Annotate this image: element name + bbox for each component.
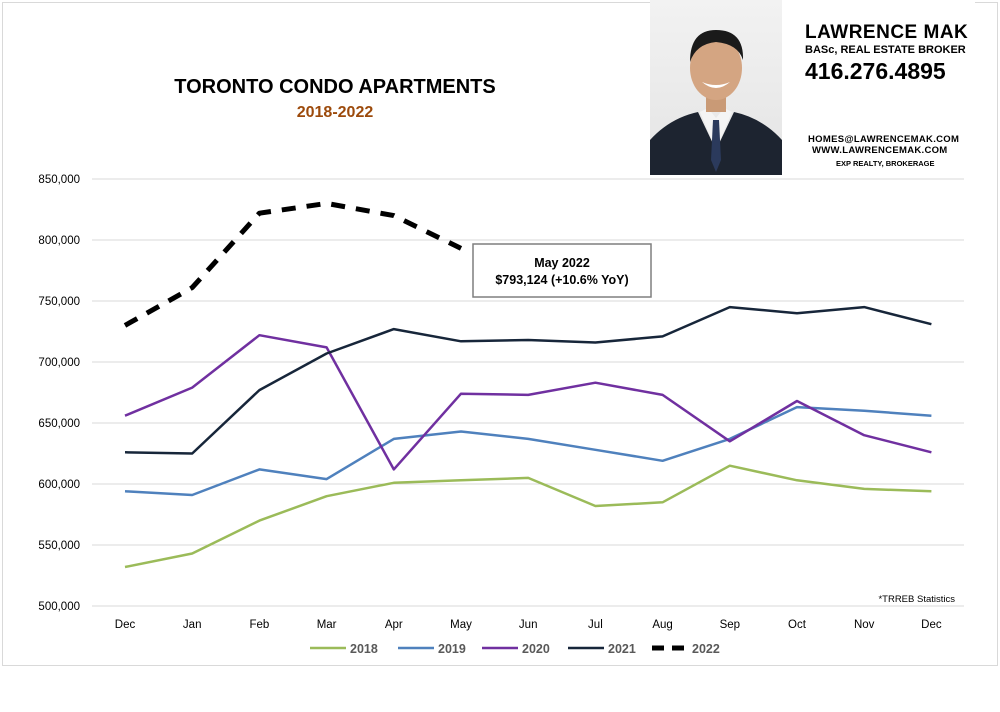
- agent-brokerage: EXP REALTY, BROKERAGE: [836, 159, 935, 168]
- y-tick-label: 750,000: [38, 296, 80, 308]
- y-tick-label: 650,000: [38, 418, 80, 430]
- source-note: *TRREB Statistics: [878, 594, 955, 605]
- agent-email: HOMES@LAWRENCEMAK.COM: [808, 134, 960, 145]
- x-tick-label: Apr: [385, 619, 403, 631]
- x-tick-label: Jan: [183, 619, 202, 631]
- x-tick-label: Sep: [720, 619, 740, 631]
- agent-website: WWW.LAWRENCEMAK.COM: [812, 145, 948, 156]
- agent-phone: 416.276.4895: [805, 58, 946, 84]
- x-tick-label: Dec: [921, 619, 942, 631]
- legend-label-2021: 2021: [608, 642, 636, 656]
- chart-subtitle: 2018-2022: [296, 104, 374, 121]
- legend-label-2018: 2018: [350, 642, 378, 656]
- x-tick-label: Feb: [249, 619, 269, 631]
- legend-label-2022: 2022: [692, 642, 720, 656]
- annotation-line1: May 2022: [534, 256, 590, 270]
- series-line-2022: [123, 200, 463, 328]
- x-tick-label: Dec: [115, 619, 136, 631]
- annotation-box: [472, 243, 652, 298]
- x-tick-label: Jun: [519, 619, 538, 631]
- legend-label-2020: 2020: [522, 642, 550, 656]
- y-tick-label: 800,000: [38, 235, 80, 247]
- y-tick-label: 500,000: [38, 601, 80, 613]
- x-tick-label: Nov: [854, 619, 875, 631]
- series-line-2018: [124, 464, 932, 569]
- agent-name: LAWRENCE MAK: [805, 22, 969, 43]
- series-line-2021: [124, 305, 932, 455]
- y-tick-label: 600,000: [38, 479, 80, 491]
- legend-label-2019: 2019: [438, 642, 466, 656]
- y-tick-label: 550,000: [38, 540, 80, 552]
- series-line-2019: [124, 405, 932, 497]
- annotation-line2: $793,124 (+10.6% YoY): [495, 273, 628, 287]
- x-tick-label: Jul: [588, 619, 603, 631]
- agent-photo: [650, 0, 782, 175]
- x-tick-label: Mar: [317, 619, 337, 631]
- chart-title: TORONTO CONDO APARTMENTS: [174, 76, 496, 98]
- agent-card: LAWRENCE MAK BASc, REAL ESTATE BROKER 41…: [650, 0, 975, 175]
- y-tick-label: 700,000: [38, 357, 80, 369]
- y-tick-label: 850,000: [38, 174, 80, 186]
- series-line-2020: [124, 333, 932, 471]
- chart-frame: [2, 2, 998, 666]
- x-tick-label: Oct: [788, 619, 807, 631]
- x-tick-label: May: [450, 619, 472, 631]
- agent-credentials: BASc, REAL ESTATE BROKER: [805, 44, 966, 56]
- x-tick-label: Aug: [652, 619, 672, 631]
